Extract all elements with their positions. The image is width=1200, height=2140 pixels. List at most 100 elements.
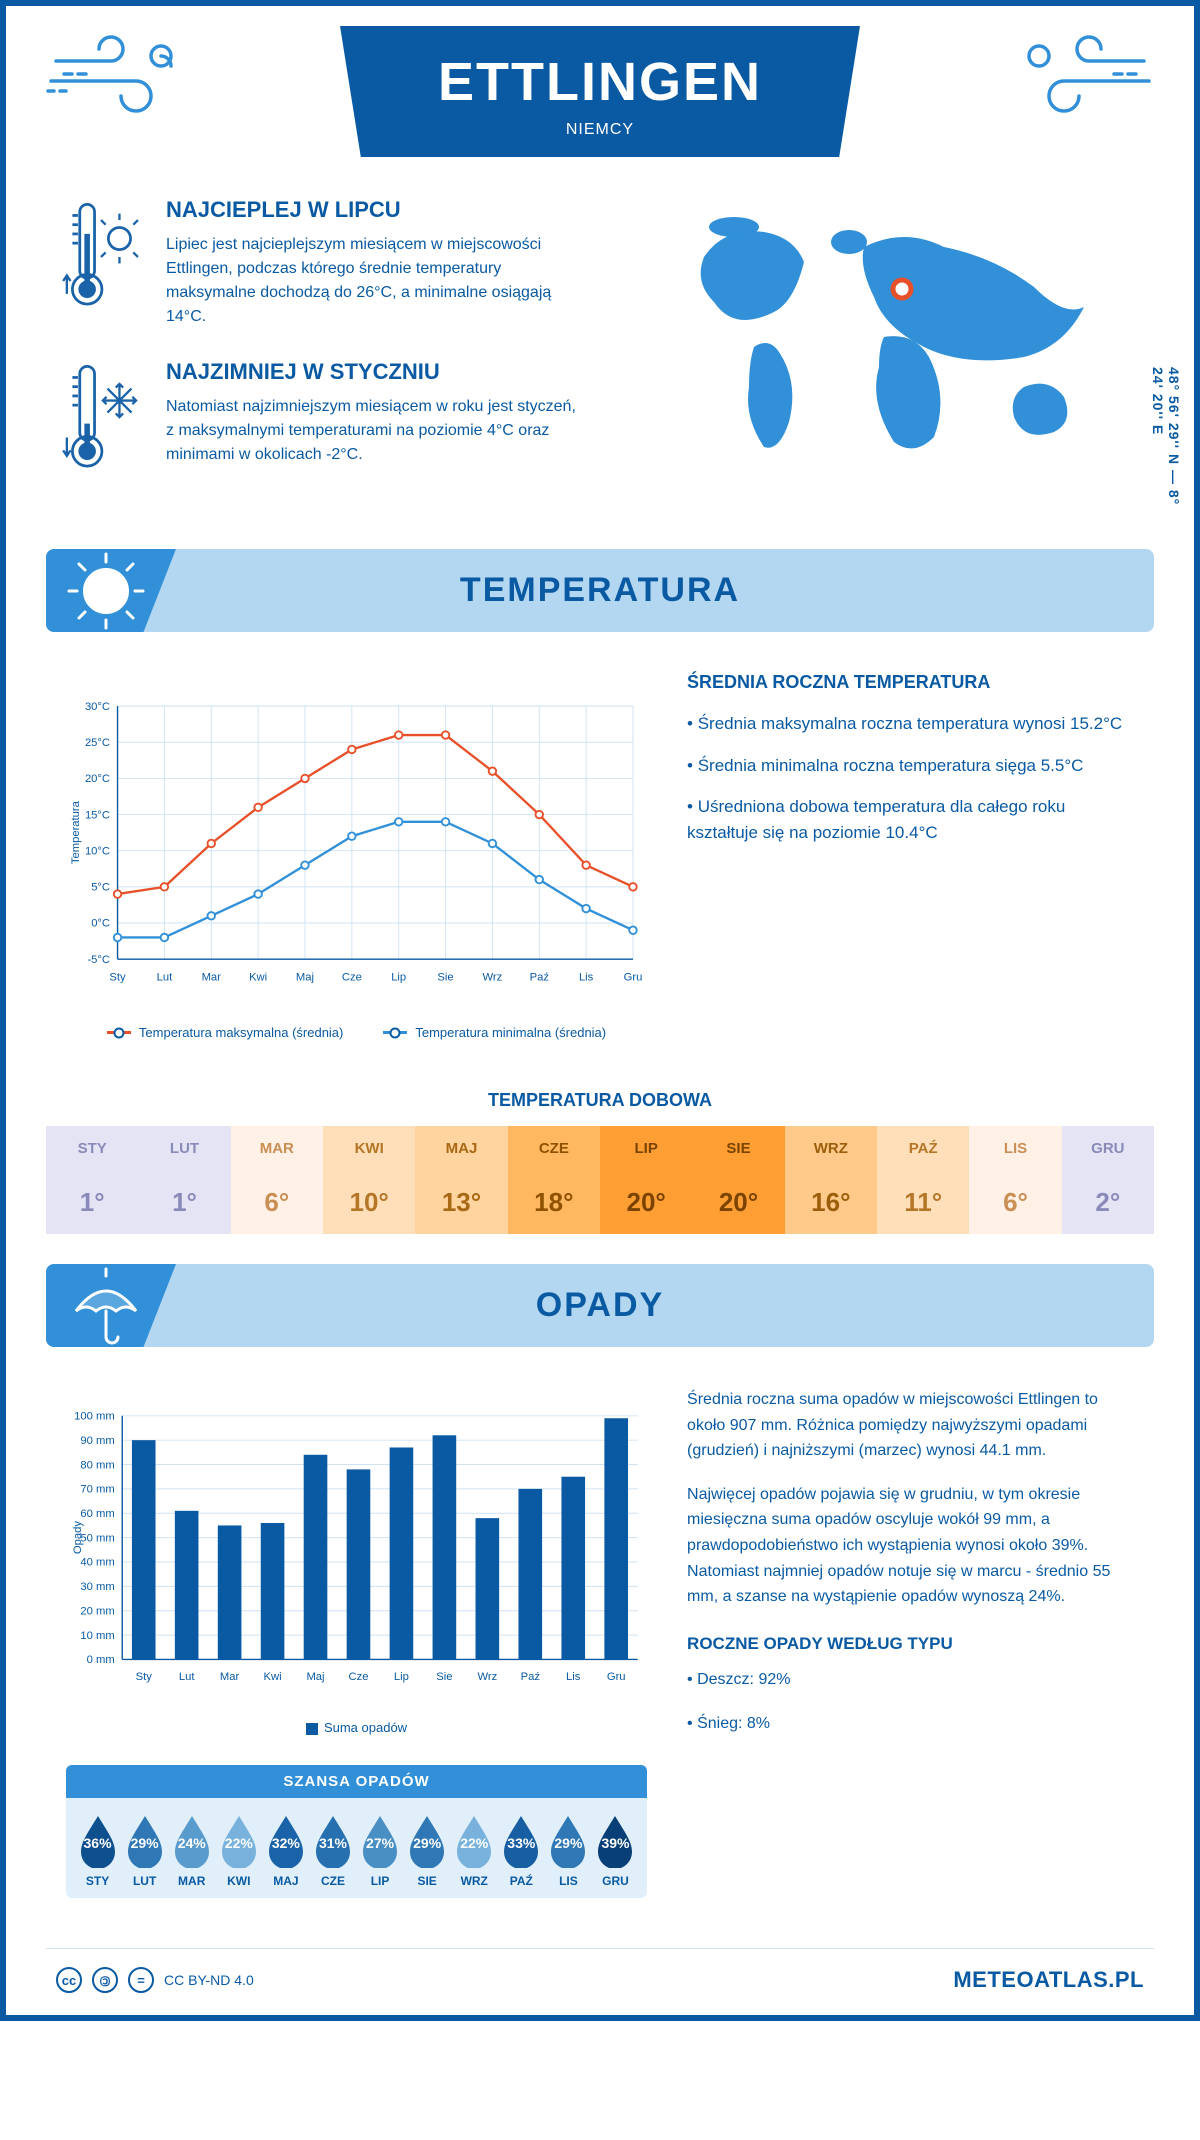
cold-fact: NAJZIMNIEJ W STYCZNIU Natomiast najzimni… [56, 359, 634, 479]
rain-p2: Najwięcej opadów pojawia się w grudniu, … [687, 1482, 1134, 1610]
temp-body: -5°C0°C5°C10°C15°C20°C25°C30°CStyLutMarK… [6, 652, 1194, 1060]
svg-text:90 mm: 90 mm [80, 1435, 114, 1447]
thermometer-hot-icon [56, 197, 146, 317]
svg-text:Cze: Cze [348, 1671, 368, 1683]
raindrop-icon: 22% [451, 1812, 497, 1868]
chance-cell: 29% SIE [404, 1812, 451, 1888]
temp-info-title: ŚREDNIA ROCZNA TEMPERATURA [687, 672, 1134, 693]
svg-text:Mar: Mar [202, 972, 222, 984]
hot-fact: NAJCIEPLEJ W LIPCU Lipiec jest najcieple… [56, 197, 634, 329]
footer: cc 🄯 = CC BY-ND 4.0 METEOATLAS.PL [46, 1948, 1154, 2015]
license-text: CC BY-ND 4.0 [164, 1972, 254, 1988]
svg-text:80 mm: 80 mm [80, 1459, 114, 1471]
daily-cell: GRU2° [1062, 1126, 1154, 1234]
brand: METEOATLAS.PL [953, 1967, 1144, 1993]
wind-icon-left [46, 26, 196, 126]
daily-cell: LIS6° [969, 1126, 1061, 1234]
rain-bar-chart: 0 mm10 mm20 mm30 mm40 mm50 mm60 mm70 mm8… [66, 1387, 647, 1707]
temp-section-title: TEMPERATURA [46, 571, 1154, 610]
daily-cell: WRZ16° [785, 1126, 877, 1234]
svg-text:15°C: 15°C [85, 809, 110, 821]
temp-info-b2: • Średnia minimalna roczna temperatura s… [687, 753, 1134, 779]
svg-text:Sie: Sie [437, 972, 453, 984]
by-icon: 🄯 [92, 1967, 118, 1993]
svg-text:10 mm: 10 mm [80, 1630, 114, 1642]
svg-text:30 mm: 30 mm [80, 1581, 114, 1593]
svg-text:Temperatura: Temperatura [70, 800, 82, 864]
svg-text:Lip: Lip [391, 972, 406, 984]
daily-cell: KWI10° [323, 1126, 415, 1234]
svg-text:Gru: Gru [607, 1671, 626, 1683]
chance-cell: 31% CZE [309, 1812, 356, 1888]
raindrop-icon: 39% [592, 1812, 638, 1868]
daily-cell: LIP20° [600, 1126, 692, 1234]
svg-text:Gru: Gru [624, 972, 643, 984]
chance-title: SZANSA OPADÓW [66, 1765, 647, 1798]
svg-text:0 mm: 0 mm [87, 1654, 115, 1666]
temp-info: ŚREDNIA ROCZNA TEMPERATURA • Średnia mak… [687, 672, 1134, 1040]
svg-text:Kwi: Kwi [264, 1671, 282, 1683]
temp-legend: Temperatura maksymalna (średnia) Tempera… [66, 1025, 647, 1040]
daily-temp-table: STY1° LUT1° MAR6° KWI10° MAJ13° CZE18° L… [46, 1126, 1154, 1234]
svg-text:Kwi: Kwi [249, 972, 267, 984]
rain-legend: Suma opadów [66, 1720, 647, 1735]
svg-text:Lut: Lut [179, 1671, 195, 1683]
svg-text:Lis: Lis [566, 1671, 581, 1683]
license: cc 🄯 = CC BY-ND 4.0 [56, 1967, 254, 1993]
svg-text:5°C: 5°C [91, 882, 110, 894]
world-map [664, 197, 1144, 477]
country-name: NIEMCY [420, 121, 780, 139]
svg-text:-5°C: -5°C [87, 954, 110, 966]
svg-text:Sty: Sty [109, 972, 126, 984]
raindrop-icon: 36% [75, 1812, 121, 1868]
chance-cell: 33% PAŹ [498, 1812, 545, 1888]
page: ETTLINGEN NIEMCY [0, 0, 1200, 2021]
svg-text:Lip: Lip [394, 1671, 409, 1683]
svg-text:0°C: 0°C [91, 918, 110, 930]
raindrop-icon: 31% [310, 1812, 356, 1868]
raindrop-icon: 29% [545, 1812, 591, 1868]
intro-section: NAJCIEPLEJ W LIPCU Lipiec jest najcieple… [6, 167, 1194, 529]
svg-text:20°C: 20°C [85, 773, 110, 785]
chance-cell: 27% LIP [357, 1812, 404, 1888]
temp-info-b1: • Średnia maksymalna roczna temperatura … [687, 711, 1134, 737]
svg-text:25°C: 25°C [85, 737, 110, 749]
daily-cell: CZE18° [508, 1126, 600, 1234]
daily-cell: PAŹ11° [877, 1126, 969, 1234]
daily-cell: LUT1° [138, 1126, 230, 1234]
hot-fact-title: NAJCIEPLEJ W LIPCU [166, 197, 586, 223]
raindrop-icon: 29% [122, 1812, 168, 1868]
legend-min: Temperatura minimalna (średnia) [415, 1025, 606, 1040]
rain-info: Średnia roczna suma opadów w miejscowośc… [687, 1387, 1134, 1898]
raindrop-icon: 24% [169, 1812, 215, 1868]
svg-text:Wrz: Wrz [477, 1671, 497, 1683]
hot-fact-text: Lipiec jest najcieplejszym miesiącem w m… [166, 233, 586, 329]
chance-strip: SZANSA OPADÓW 36% STY 29% LUT 24% MAR 22… [66, 1765, 647, 1898]
chance-cell: 22% KWI [215, 1812, 262, 1888]
svg-text:50 mm: 50 mm [80, 1532, 114, 1544]
temp-section-bar: TEMPERATURA [46, 549, 1154, 632]
header: ETTLINGEN NIEMCY [6, 6, 1194, 167]
svg-text:10°C: 10°C [85, 845, 110, 857]
chance-cell: 36% STY [74, 1812, 121, 1888]
rain-section-bar: OPADY [46, 1264, 1154, 1347]
svg-text:20 mm: 20 mm [80, 1605, 114, 1617]
svg-text:30°C: 30°C [85, 701, 110, 713]
svg-text:Cze: Cze [342, 972, 362, 984]
svg-text:Opady: Opady [72, 1521, 84, 1554]
world-map-container [664, 197, 1144, 509]
svg-text:40 mm: 40 mm [80, 1557, 114, 1569]
sun-icon [61, 549, 151, 632]
raindrop-icon: 32% [263, 1812, 309, 1868]
rain-types-title: ROCZNE OPADY WEDŁUG TYPU [687, 1630, 1134, 1657]
cold-fact-title: NAJZIMNIEJ W STYCZNIU [166, 359, 586, 385]
svg-text:Mar: Mar [220, 1671, 240, 1683]
svg-text:Maj: Maj [296, 972, 314, 984]
cold-fact-text: Natomiast najzimniejszym miesiącem w rok… [166, 395, 586, 467]
chance-cell: 32% MAJ [262, 1812, 309, 1888]
rain-section-title: OPADY [46, 1286, 1154, 1325]
rain-t1: • Deszcz: 92% [687, 1667, 1134, 1693]
rain-p1: Średnia roczna suma opadów w miejscowośc… [687, 1387, 1134, 1464]
daily-title: TEMPERATURA DOBOWA [6, 1090, 1194, 1111]
rain-t2: • Śnieg: 8% [687, 1711, 1134, 1737]
